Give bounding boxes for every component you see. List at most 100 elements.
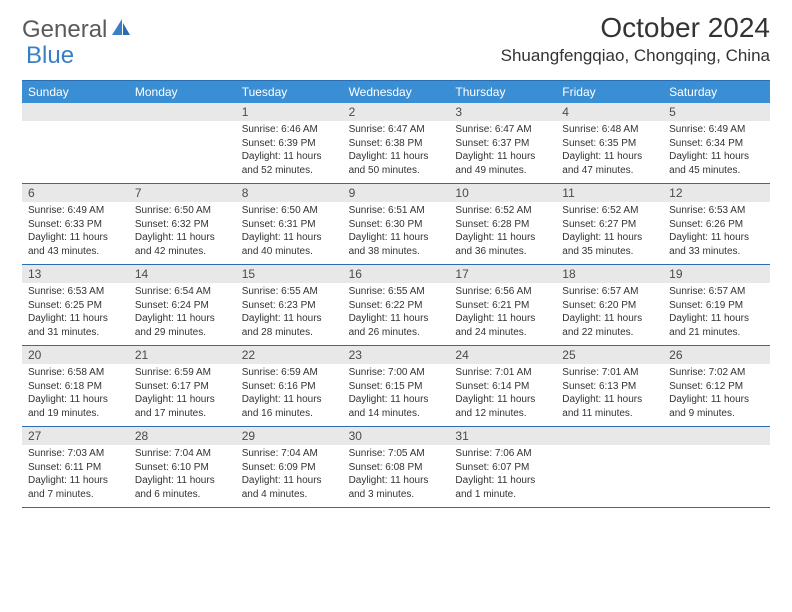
sunset-text: Sunset: 6:14 PM [455,380,550,394]
day-number: 30 [343,427,450,445]
sunrise-text: Sunrise: 7:01 AM [455,366,550,380]
header: General October 2024 Shuangfengqiao, Cho… [0,0,792,72]
day-number: 23 [343,346,450,364]
daylight-text: Daylight: 11 hours and 24 minutes. [455,312,550,339]
sunset-text: Sunset: 6:09 PM [242,461,337,475]
sunset-text: Sunset: 6:30 PM [349,218,444,232]
sunset-text: Sunset: 6:21 PM [455,299,550,313]
day-details: Sunrise: 7:03 AMSunset: 6:11 PMDaylight:… [22,447,129,501]
month-title: October 2024 [501,12,770,44]
sunrise-text: Sunrise: 6:47 AM [455,123,550,137]
day-details: Sunrise: 6:57 AMSunset: 6:19 PMDaylight:… [663,285,770,339]
sunrise-text: Sunrise: 6:49 AM [669,123,764,137]
day-cell: 31Sunrise: 7:06 AMSunset: 6:07 PMDayligh… [449,427,556,507]
day-cell: 9Sunrise: 6:51 AMSunset: 6:30 PMDaylight… [343,184,450,264]
day-cell: 2 Sunrise: 6:47 AMSunset: 6:38 PMDaylight… [343,103,450,183]
sunrise-text: Sunrise: 6:57 AM [669,285,764,299]
daylight-text: Daylight: 11 hours and 21 minutes. [669,312,764,339]
sunrise-text: Sunrise: 6:52 AM [455,204,550,218]
day-number: 12 [663,184,770,202]
sunrise-text: Sunrise: 7:05 AM [349,447,444,461]
day-number: 2 [343,103,450,121]
daylight-text: Daylight: 11 hours and 47 minutes. [562,150,657,177]
daylight-text: Daylight: 11 hours and 28 minutes. [242,312,337,339]
day-number: 31 [449,427,556,445]
day-number: 5 [663,103,770,121]
day-details: Sunrise: 6:55 AMSunset: 6:22 PMDaylight:… [343,285,450,339]
day-cell: 1Sunrise: 6:46 AMSunset: 6:39 PMDaylight… [236,103,343,183]
day-number: 8 [236,184,343,202]
day-details: Sunrise: 6:58 AMSunset: 6:18 PMDaylight:… [22,366,129,420]
daylight-text: Daylight: 11 hours and 43 minutes. [28,231,123,258]
day-number [663,427,770,445]
day-number: 20 [22,346,129,364]
day-number: 26 [663,346,770,364]
day-cell: 13Sunrise: 6:53 AMSunset: 6:25 PMDayligh… [22,265,129,345]
day-cell: 16Sunrise: 6:55 AMSunset: 6:22 PMDayligh… [343,265,450,345]
day-details: Sunrise: 6:52 AMSunset: 6:28 PMDaylight:… [449,204,556,258]
day-cell: 3Sunrise: 6:47 AMSunset: 6:37 PMDaylight… [449,103,556,183]
sunset-text: Sunset: 6:07 PM [455,461,550,475]
day-number: 28 [129,427,236,445]
daylight-text: Daylight: 11 hours and 42 minutes. [135,231,230,258]
daylight-text: Daylight: 11 hours and 35 minutes. [562,231,657,258]
day-details: Sunrise: 6:47 AMSunset: 6:37 PMDaylight:… [449,123,556,177]
day-cell: 12Sunrise: 6:53 AMSunset: 6:26 PMDayligh… [663,184,770,264]
dayhead-saturday: Saturday [663,81,770,103]
daylight-text: Daylight: 11 hours and 26 minutes. [349,312,444,339]
day-details: Sunrise: 6:59 AMSunset: 6:16 PMDaylight:… [236,366,343,420]
day-cell: 25Sunrise: 7:01 AMSunset: 6:13 PMDayligh… [556,346,663,426]
sunrise-text: Sunrise: 7:04 AM [242,447,337,461]
weeks-container: 1Sunrise: 6:46 AMSunset: 6:39 PMDaylight… [22,103,770,508]
day-details: Sunrise: 6:49 AMSunset: 6:34 PMDaylight:… [663,123,770,177]
day-cell: 28 Sunrise: 7:04 AMSunset: 6:10 PMDayligh… [129,427,236,507]
day-details: Sunrise: 6:57 AMSunset: 6:20 PMDaylight:… [556,285,663,339]
day-cell: 15Sunrise: 6:55 AMSunset: 6:23 PMDayligh… [236,265,343,345]
day-cell [556,427,663,507]
sunrise-text: Sunrise: 6:50 AM [242,204,337,218]
sunset-text: Sunset: 6:27 PM [562,218,657,232]
title-block: October 2024 Shuangfengqiao, Chongqing, … [501,12,770,66]
day-number: 24 [449,346,556,364]
daylight-text: Daylight: 11 hours and 12 minutes. [455,393,550,420]
daylight-text: Daylight: 11 hours and 1 minute. [455,474,550,501]
day-details: Sunrise: 6:52 AMSunset: 6:27 PMDaylight:… [556,204,663,258]
day-details: Sunrise: 6:59 AMSunset: 6:17 PMDaylight:… [129,366,236,420]
daylight-text: Daylight: 11 hours and 19 minutes. [28,393,123,420]
day-details: Sunrise: 7:00 AMSunset: 6:15 PMDaylight:… [343,366,450,420]
daylight-text: Daylight: 11 hours and 11 minutes. [562,393,657,420]
day-number: 19 [663,265,770,283]
sunrise-text: Sunrise: 6:58 AM [28,366,123,380]
sunset-text: Sunset: 6:24 PM [135,299,230,313]
sunset-text: Sunset: 6:20 PM [562,299,657,313]
sunrise-text: Sunrise: 6:55 AM [242,285,337,299]
dayhead-thursday: Thursday [449,81,556,103]
day-cell: 14Sunrise: 6:54 AMSunset: 6:24 PMDayligh… [129,265,236,345]
daylight-text: Daylight: 11 hours and 3 minutes. [349,474,444,501]
day-cell: 24 Sunrise: 7:01 AMSunset: 6:14 PMDayligh… [449,346,556,426]
day-cell: 18 Sunrise: 6:57 AMSunset: 6:20 PMDayligh… [556,265,663,345]
day-number: 18 [556,265,663,283]
sunset-text: Sunset: 6:16 PM [242,380,337,394]
sunset-text: Sunset: 6:18 PM [28,380,123,394]
day-number [129,103,236,121]
daylight-text: Daylight: 11 hours and 16 minutes. [242,393,337,420]
sunrise-text: Sunrise: 6:50 AM [135,204,230,218]
week-row: 6Sunrise: 6:49 AMSunset: 6:33 PMDaylight… [22,184,770,265]
sunset-text: Sunset: 6:37 PM [455,137,550,151]
day-header-row: Sunday Monday Tuesday Wednesday Thursday… [22,81,770,103]
dayhead-wednesday: Wednesday [343,81,450,103]
day-details: Sunrise: 6:47 AMSunset: 6:38 PMDaylight:… [343,123,450,177]
day-cell [663,427,770,507]
daylight-text: Daylight: 11 hours and 38 minutes. [349,231,444,258]
sunset-text: Sunset: 6:19 PM [669,299,764,313]
day-number: 7 [129,184,236,202]
logo-text-blue: Blue [26,42,74,70]
day-details: Sunrise: 7:01 AMSunset: 6:14 PMDaylight:… [449,366,556,420]
sunrise-text: Sunrise: 6:51 AM [349,204,444,218]
daylight-text: Daylight: 11 hours and 9 minutes. [669,393,764,420]
day-details: Sunrise: 7:04 AMSunset: 6:10 PMDaylight:… [129,447,236,501]
week-row: 27Sunrise: 7:03 AMSunset: 6:11 PMDayligh… [22,427,770,508]
day-number: 14 [129,265,236,283]
sunrise-text: Sunrise: 6:53 AM [28,285,123,299]
